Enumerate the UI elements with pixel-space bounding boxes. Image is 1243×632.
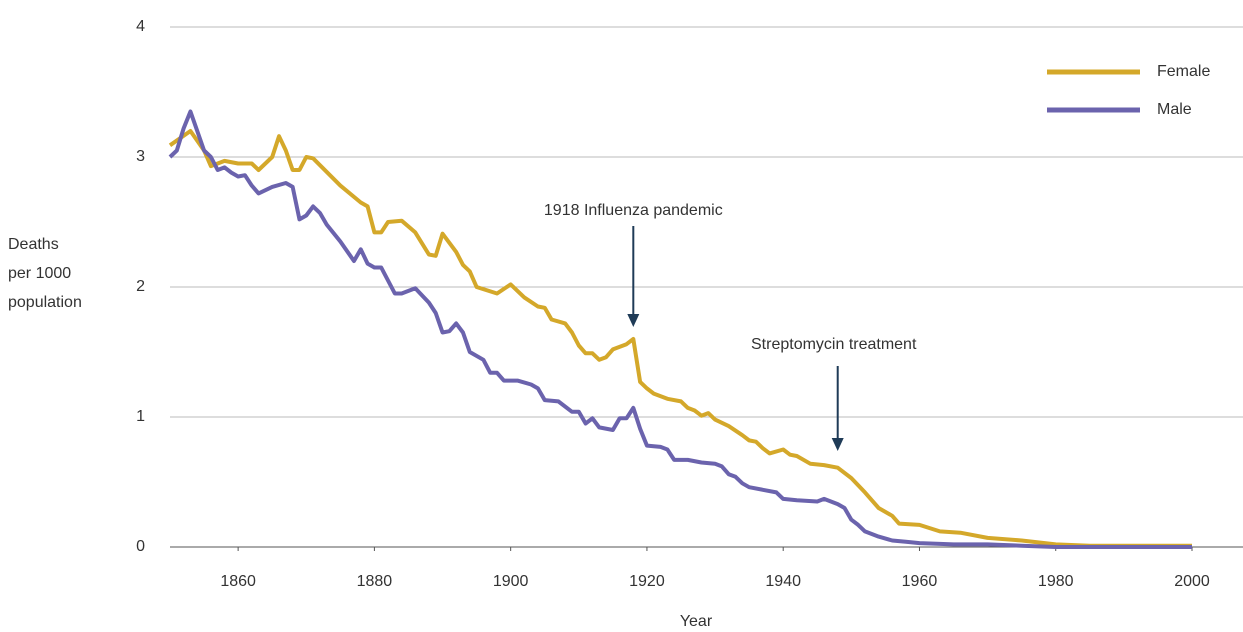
arrow-head <box>831 438 844 451</box>
x-tick-label: 1860 <box>220 573 256 590</box>
x-tick-label: 2000 <box>1174 573 1210 590</box>
y-tick-label: 3 <box>136 148 145 165</box>
legend-label: Female <box>1157 63 1210 80</box>
x-tick-label: 1980 <box>1038 573 1074 590</box>
annotation: Streptomycin treatment <box>751 336 917 353</box>
x-tick-label: 1940 <box>765 573 801 590</box>
x-tick-label: 1960 <box>902 573 938 590</box>
y-tick-label: 0 <box>136 538 145 555</box>
arrow-head <box>627 314 640 327</box>
x-axis-label: Year <box>680 613 713 630</box>
legend-label: Male <box>1157 101 1192 118</box>
y-tick-label: 2 <box>136 278 145 295</box>
line-series <box>168 129 1192 548</box>
x-tick-label: 1880 <box>357 573 393 590</box>
annotation: 1918 Influenza pandemic <box>544 202 723 219</box>
y-axis-label: Deaths <box>8 236 59 253</box>
y-tick-label: 4 <box>136 18 145 35</box>
x-tick-label: 1920 <box>629 573 665 590</box>
x-tick-label: 1900 <box>493 573 529 590</box>
y-axis-label: population <box>8 294 82 311</box>
y-axis-label: per 1000 <box>8 265 71 282</box>
line-series <box>168 109 1192 549</box>
y-tick-label: 1 <box>136 408 145 425</box>
